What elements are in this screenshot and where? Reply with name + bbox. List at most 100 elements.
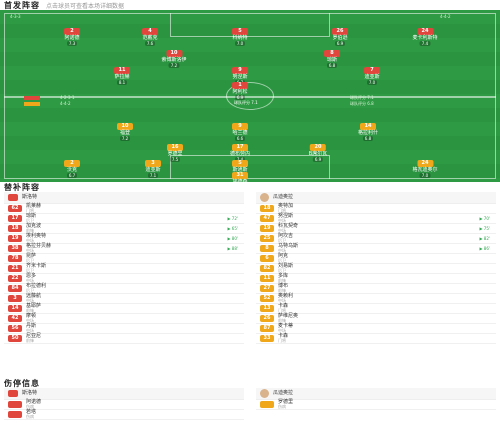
list-item[interactable]: 6 阿克 后卫: [256, 254, 496, 264]
jersey-number: 52: [260, 295, 274, 302]
sub-in-time: ▶ 88': [227, 246, 238, 251]
player-rating: 6.6: [234, 136, 246, 141]
jersey-number: 9: [232, 67, 248, 74]
jersey-number: 20: [310, 144, 326, 151]
away-coach[interactable]: 瓜迪奥拉: [256, 192, 496, 204]
away-coach-name: 瓜迪奥拉: [273, 194, 294, 200]
away-player[interactable]: 10 福登 7.2: [117, 123, 133, 142]
list-item[interactable]: 若塔 伤病: [4, 410, 244, 420]
away-player[interactable]: 17德布劳内7.4: [230, 144, 250, 163]
player-name: 基耶萨: [26, 303, 42, 309]
home-player[interactable]: 2 阿诺德 7.3: [64, 28, 80, 47]
list-item[interactable]: 33 卡森 门将: [256, 334, 496, 344]
home-player[interactable]: 7 迪亚斯 7.0: [364, 67, 380, 86]
list-item[interactable]: 18 奥特加 门将: [256, 204, 496, 214]
player-position: 后卫: [278, 268, 286, 273]
player-name: 奥特加: [278, 203, 294, 209]
list-item[interactable]: 84 布拉德利 后卫: [4, 284, 244, 294]
list-item[interactable]: 13 卡森 门将: [256, 304, 496, 314]
list-item[interactable]: 罗德里 伤病: [256, 400, 496, 410]
home-player[interactable]: 5 科纳特 7.0: [232, 28, 248, 47]
player-rating: 7.4: [419, 41, 431, 46]
jersey-number: 2: [64, 160, 80, 167]
list-item[interactable]: 17 琼斯 后卫 ▶ 72': [4, 214, 244, 224]
list-item[interactable]: 47 努涅斯 中场 ▶ 70': [256, 214, 496, 224]
home-coach[interactable]: 斯洛特: [4, 192, 244, 204]
list-item[interactable]: 14 基耶萨 前锋: [4, 304, 244, 314]
list-item[interactable]: 62 凯莱赫 门将: [4, 204, 244, 214]
home-team-rating: 球队评分 7.1: [350, 95, 374, 100]
jersey-number: 31: [232, 172, 248, 179]
player-name: 卡森: [278, 303, 289, 309]
list-item[interactable]: 8 马特乌斯 中场 ▶ 86': [256, 244, 496, 254]
list-item[interactable]: 25 阿坎吉 后卫 ▶ 82': [256, 234, 496, 244]
list-item[interactable]: 22 恩多 中场: [4, 274, 244, 284]
jersey-number: 27: [260, 285, 274, 292]
home-player[interactable]: 4 范戴克 7.6: [142, 28, 158, 47]
list-item[interactable]: 56 丹斯 中场: [4, 324, 244, 334]
player-name: 格拉芬贝赫: [26, 243, 52, 249]
player-position: 门将: [278, 208, 286, 213]
away-player[interactable]: 9 哈兰德 6.6: [232, 123, 248, 142]
player-name: 格瓦迪奥尔: [412, 167, 438, 173]
away-player[interactable]: 14 格拉利什 6.8: [358, 123, 378, 142]
home-player[interactable]: 24 麦卡利斯特 7.4: [412, 28, 438, 47]
player-name: 麦卡蒂: [278, 323, 294, 329]
list-item[interactable]: 52 奥赖利 中场: [256, 294, 496, 304]
list-item[interactable]: 87 麦卡蒂 中场: [256, 324, 496, 334]
list-item[interactable]: 82 刘易斯 后卫: [256, 264, 496, 274]
player-rating: 6.8: [326, 63, 338, 68]
away-injury-coach[interactable]: 瓜迪奥拉: [256, 388, 496, 400]
player-name: 多库: [278, 273, 289, 279]
player-rating: 6.9: [234, 95, 246, 100]
away-player[interactable]: 24 格瓦迪奥尔 7.0: [412, 160, 438, 179]
jersey-number: 21: [8, 265, 22, 272]
home-injury-coach[interactable]: 斯洛特: [4, 388, 244, 400]
home-player[interactable]: 1 阿利松 6.9: [232, 82, 248, 101]
player-name: 丹斯: [26, 323, 37, 329]
jersey-number: [8, 401, 22, 408]
list-item[interactable]: 阿诺德 伤病: [4, 400, 244, 410]
player-rating: 7.6: [144, 41, 156, 46]
home-player[interactable]: 10 索博斯洛伊 7.2: [161, 50, 187, 69]
list-item[interactable]: 21 齐米卡斯 后卫: [4, 264, 244, 274]
home-injury-coach-name: 斯洛特: [22, 390, 38, 396]
player-name: 刘易斯: [278, 263, 294, 269]
lineup-subtitle: 点击球员可查看本场详细数据: [46, 2, 125, 10]
list-item[interactable]: 19 埃利奥特 中场 ▶ 80': [4, 234, 244, 244]
list-item[interactable]: 19 科瓦契奇 中场 ▶ 75': [256, 224, 496, 234]
home-injuries-column: 斯洛特 阿诺德 伤病 若塔 伤病: [4, 388, 244, 420]
list-item[interactable]: 38 格拉芬贝赫 中场 ▶ 88': [4, 244, 244, 254]
list-item[interactable]: 18 加克波 前锋 ▶ 65': [4, 224, 244, 234]
player-position: 前锋: [26, 228, 34, 233]
jersey-number: 33: [260, 335, 274, 342]
home-player[interactable]: 26 罗伯逊 6.9: [332, 28, 348, 47]
home-player[interactable]: 11 萨拉赫 8.1: [114, 67, 130, 86]
list-item[interactable]: 11 多库 前锋: [256, 274, 496, 284]
list-item[interactable]: 27 博布 前锋: [256, 284, 496, 294]
list-item[interactable]: 3 远藤航 中场: [4, 294, 244, 304]
coach-icon: [8, 390, 18, 397]
away-player[interactable]: 3 迪亚斯 7.1: [145, 160, 161, 179]
home-player[interactable]: 8 琼斯 6.8: [324, 50, 340, 69]
away-player[interactable]: 20 B席尔瓦 6.9: [309, 144, 327, 163]
list-item[interactable]: 26 萨维尼奥 前锋: [256, 314, 496, 324]
jersey-number: 50: [8, 335, 22, 342]
center-label: 球队评分 7.1: [234, 100, 258, 105]
player-position: 中场: [278, 248, 286, 253]
player-rating: 6.9: [334, 41, 346, 46]
list-item[interactable]: 50 尼亚尼 前锋: [4, 334, 244, 344]
list-item[interactable]: 42 摩顿 中场: [4, 314, 244, 324]
player-rating: 7.0: [419, 173, 431, 178]
jersey-number: 8: [260, 245, 274, 252]
player-position: 中场: [278, 298, 286, 303]
away-player[interactable]: 2 沃克 6.7: [64, 160, 80, 179]
player-rating: 7.2: [119, 136, 131, 141]
away-team-rating: 球队评分 6.8: [350, 101, 374, 106]
list-item[interactable]: 78 昆萨 后卫: [4, 254, 244, 264]
jersey-number: 84: [8, 285, 22, 292]
away-player[interactable]: 31埃德森6.5: [232, 172, 248, 182]
away-injury-coach-name: 瓜迪奥拉: [273, 390, 294, 396]
jersey-number: 13: [260, 305, 274, 312]
away-player[interactable]: 16 罗德里 7.5: [167, 144, 183, 163]
